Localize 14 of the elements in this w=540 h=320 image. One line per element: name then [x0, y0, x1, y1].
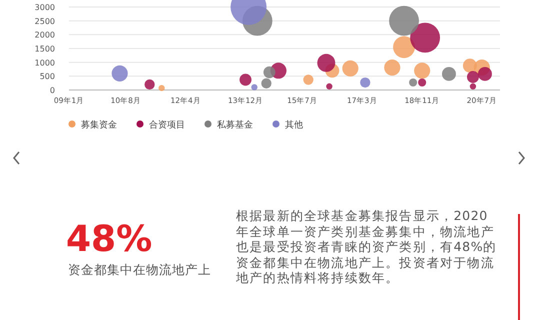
text: 48% [66, 219, 152, 260]
y-tick-label: 2000 [34, 30, 55, 40]
legend-label: 私募基金 [217, 120, 253, 130]
y-tick-label: 1000 [34, 58, 55, 68]
y-tick-label: 2500 [34, 16, 55, 26]
legend-label: 合资项目 [149, 120, 185, 130]
legend-label: 募集资金 [81, 120, 117, 130]
legend-label: 其他 [285, 120, 303, 130]
y-tick-label: 1500 [34, 44, 55, 54]
text: 资金都集中在物流地产上 [68, 262, 211, 279]
y-tick-label: 0 [50, 86, 55, 95]
text: 根据最新的全球基金募集报告显示，2020年全球单一资产类别基金募集中，物流地产也是最受投资者青睐的资产类别，有48%的资金都集中在物流地产上。投资者对于物流地产的热情料将持续数年。 [236, 208, 498, 286]
y-tick-label: 3000 [34, 3, 55, 12]
y-tick-label: 500 [40, 72, 55, 82]
